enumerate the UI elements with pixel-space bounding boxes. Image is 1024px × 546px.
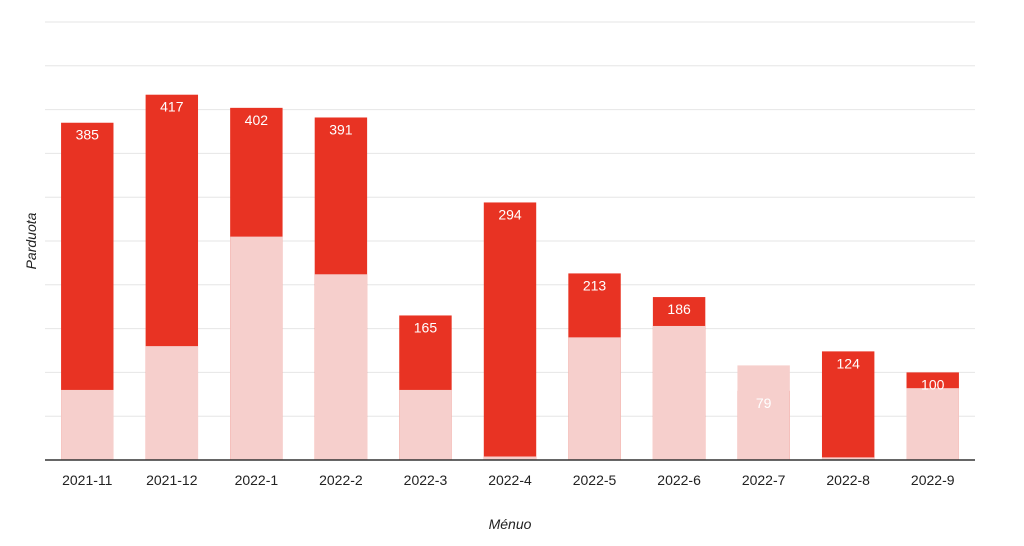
bar-lower-segment — [821, 457, 875, 460]
data-label: 79 — [756, 395, 772, 411]
x-tick-label: 2022-7 — [742, 472, 786, 488]
data-label: 385 — [76, 127, 100, 143]
bar-lower-segment — [568, 337, 621, 460]
data-label: 294 — [498, 206, 522, 222]
x-axis-title: Ménuo — [489, 516, 532, 532]
bar-lower-segment — [483, 456, 537, 460]
data-label: 417 — [160, 99, 184, 115]
data-label: 213 — [583, 277, 607, 293]
bar-lower-segment — [652, 325, 706, 460]
data-label: 165 — [414, 319, 438, 335]
x-tick-label: 2022-5 — [573, 472, 617, 488]
bars — [61, 94, 959, 461]
data-label: 402 — [245, 112, 269, 128]
x-tick-labels: 2021-11 2021-12 2022-1 2022-2 2022-3 2022-4 20… — [62, 472, 955, 488]
data-label: 186 — [667, 301, 691, 317]
bar-lower-segment — [61, 389, 114, 460]
bar-lower-segment — [399, 389, 452, 460]
data-label: 100 — [921, 376, 945, 392]
x-tick-label: 2022-6 — [657, 472, 701, 488]
x-tick-label: 2022-4 — [488, 472, 532, 488]
bar-lower-segment — [906, 388, 959, 460]
bar-upper-segment — [821, 351, 875, 460]
x-tick-label: 2022-3 — [404, 472, 448, 488]
bar-upper-segment — [483, 202, 537, 460]
data-label: 391 — [329, 121, 353, 137]
x-tick-label: 2022-8 — [826, 472, 870, 488]
x-tick-label: 2022-2 — [319, 472, 363, 488]
bar-lower-segment — [145, 346, 199, 460]
data-labels: 385 417 402 391 165 294 213 186 79 124 100 — [76, 99, 945, 411]
bar-lower-segment — [314, 274, 368, 460]
bar-lower-segment — [737, 365, 790, 460]
data-label: 124 — [837, 355, 861, 371]
x-tick-label: 2022-1 — [235, 472, 279, 488]
x-tick-label: 2021-11 — [62, 472, 113, 488]
x-tick-label: 2022-9 — [911, 472, 955, 488]
bar-lower-segment — [230, 236, 283, 460]
y-axis-title: Parduota — [23, 212, 39, 269]
x-tick-label: 2021-12 — [146, 472, 198, 488]
